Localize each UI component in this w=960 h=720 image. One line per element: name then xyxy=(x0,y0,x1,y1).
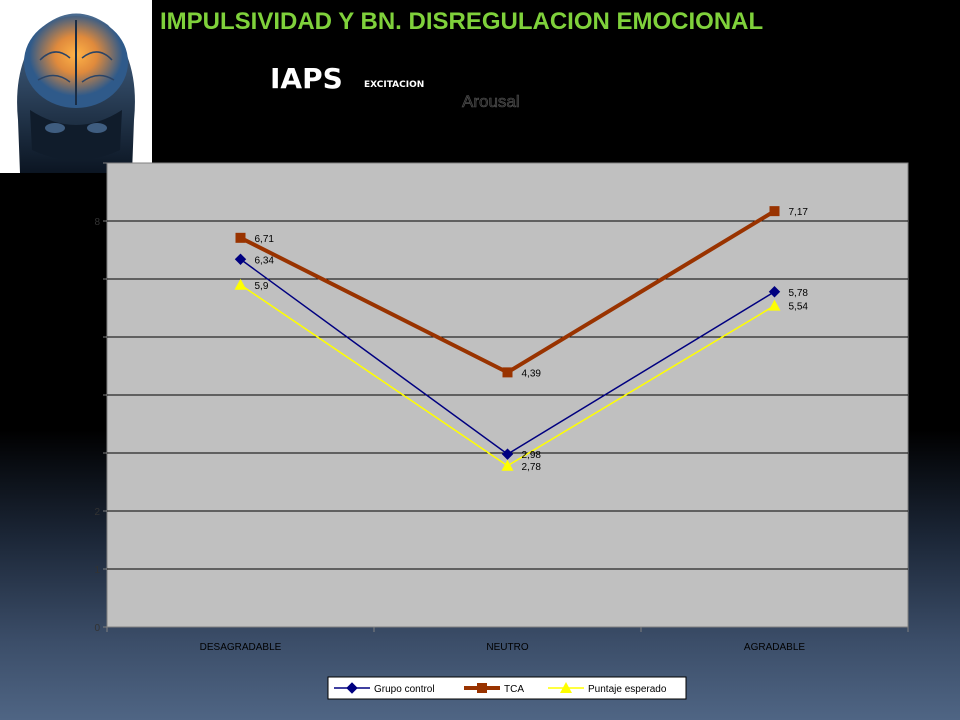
data-label-grupo-control: 5,78 xyxy=(789,288,809,299)
legend-swatch-marker-grupo-control xyxy=(346,682,358,694)
y-tick-label: 1 xyxy=(94,565,100,576)
data-point-grupo-control xyxy=(234,253,247,265)
subtitle-iaps: IAPS xyxy=(270,62,343,95)
data-label-puntaje-esperado: 5,9 xyxy=(255,281,269,292)
data-point-puntaje-esperado xyxy=(768,299,781,311)
data-label-grupo-control: 2,98 xyxy=(522,450,542,461)
data-label-tca: 7,17 xyxy=(789,207,809,218)
x-tick-label: AGRADABLE xyxy=(744,642,805,653)
y-tick-label: 0 xyxy=(94,623,100,634)
subtitle-excitacion: EXCITACION xyxy=(364,80,425,90)
series-group: 6,34 2,98 5,78 6,71 4,39 7,17 5,9 2,78 5,54 xyxy=(234,206,809,473)
x-tick-label: NEUTRO xyxy=(486,642,528,653)
data-label-puntaje-esperado: 5,54 xyxy=(789,302,809,313)
data-label-grupo-control: 6,34 xyxy=(255,255,275,266)
data-label-tca: 4,39 xyxy=(522,368,542,379)
gridlines xyxy=(107,220,908,570)
data-label-puntaje-esperado: 2,78 xyxy=(522,462,542,473)
y-tick-label: 8 xyxy=(94,217,100,228)
data-point-grupo-control xyxy=(768,286,781,298)
data-point-puntaje-esperado xyxy=(501,459,514,471)
legend-label-grupo-control: Grupo control xyxy=(374,684,435,695)
legend-swatch-marker-tca xyxy=(477,683,487,693)
legend-label-puntaje-esperado: Puntaje esperado xyxy=(588,684,667,695)
slide-title: IMPULSIVIDAD Y BN. DISREGULACION EMOCION… xyxy=(160,8,764,35)
x-tick-label: DESAGRADABLE xyxy=(200,642,282,653)
legend-box xyxy=(327,676,687,700)
x-axis-ticks: DESAGRADABLE NEUTRO AGRADABLE xyxy=(106,627,909,653)
y-axis-ticks: 0 1 2 8 xyxy=(94,162,107,634)
data-point-puntaje-esperado xyxy=(234,278,247,290)
brain-illustration xyxy=(0,0,152,173)
data-point-tca xyxy=(502,367,513,378)
legend-label-tca: TCA xyxy=(504,684,524,695)
data-label-tca: 6,71 xyxy=(255,234,275,245)
legend-swatch-marker-puntaje-esperado xyxy=(560,682,572,693)
y-tick-label: 2 xyxy=(94,507,100,518)
legend: Grupo control TCA Puntaje esperado xyxy=(327,676,687,700)
faded-subtitle-arousal: Arousal xyxy=(462,92,520,112)
data-point-grupo-control xyxy=(501,448,514,460)
data-point-tca xyxy=(769,206,780,217)
data-point-tca xyxy=(235,232,246,243)
brain-image xyxy=(0,0,152,173)
